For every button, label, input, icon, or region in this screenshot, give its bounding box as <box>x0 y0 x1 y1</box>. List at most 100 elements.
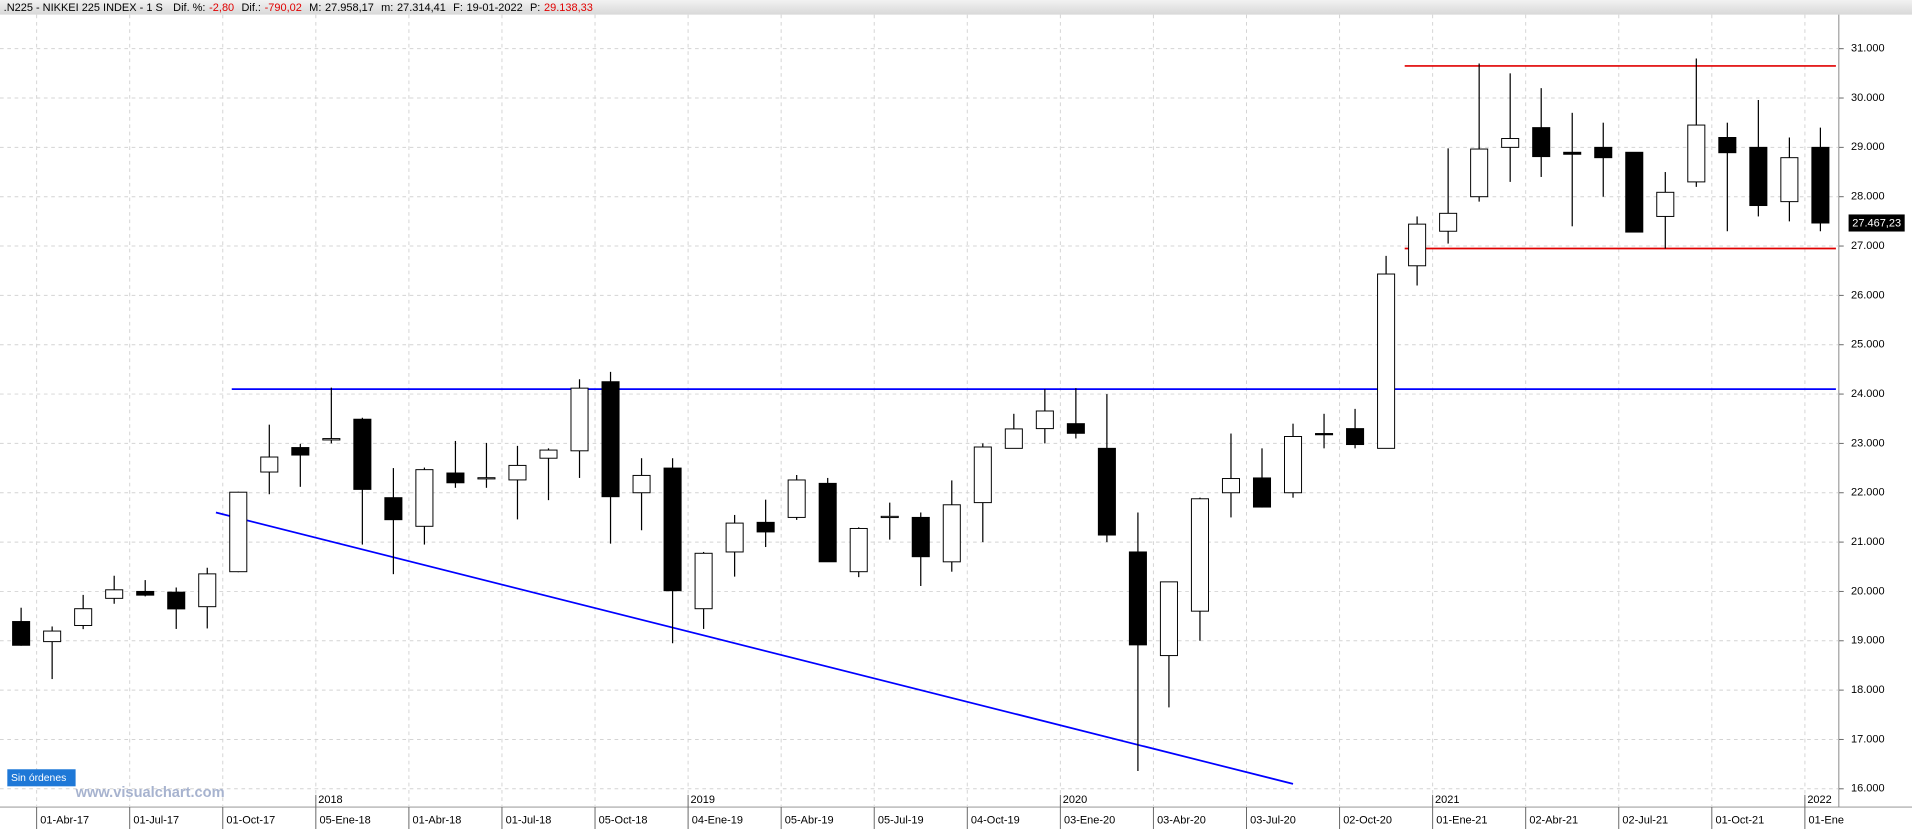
candle-body <box>353 418 372 490</box>
y-tick-label: 19.000 <box>1851 635 1885 647</box>
candle-body <box>1625 151 1644 233</box>
annotations <box>215 65 1836 785</box>
candle-body <box>632 474 651 494</box>
candle-body <box>1159 581 1178 657</box>
field-label: Dif.: <box>241 2 261 14</box>
x-tick-label: 05-Jul-19 <box>878 814 924 826</box>
x-tick-label: 03-Abr-20 <box>1157 814 1206 826</box>
candle-body <box>601 381 620 498</box>
candle-body <box>849 527 868 573</box>
candle-body <box>973 446 992 504</box>
candle-body <box>1221 478 1240 494</box>
candle-body <box>880 515 899 519</box>
x-tick-label: 04-Ene-19 <box>692 814 743 826</box>
x-tick-label: 02-Oct-20 <box>1343 814 1392 826</box>
candle-body <box>1532 127 1551 158</box>
year-label: 2021 <box>1435 794 1459 806</box>
field-value: -790,02 <box>265 2 302 14</box>
candle-body <box>570 387 589 452</box>
candle-body <box>1656 191 1675 217</box>
field-value: -2,80 <box>209 2 234 14</box>
candle-body <box>198 573 217 608</box>
y-tick-label: 16.000 <box>1851 783 1885 795</box>
candle-body <box>1501 138 1520 148</box>
x-tick-label: 03-Ene-20 <box>1064 814 1115 826</box>
grid <box>0 14 1839 808</box>
x-tick-label: 01-Jul-17 <box>133 814 179 826</box>
candle-body <box>384 497 403 521</box>
y-tick-label: 23.000 <box>1851 437 1885 449</box>
candle-body <box>1284 436 1303 494</box>
y-tick-label: 18.000 <box>1851 684 1885 696</box>
candle-body <box>539 449 558 459</box>
x-tick-label: 01-Ene-21 <box>1436 814 1487 826</box>
candle-body <box>477 477 496 480</box>
candle-body <box>1190 498 1209 612</box>
candle-body <box>725 522 744 553</box>
candle-body <box>1097 447 1116 536</box>
x-tick-label: 01-Abr-18 <box>413 814 462 826</box>
y-tick-label: 31.000 <box>1851 43 1885 55</box>
candle-body <box>1470 148 1489 198</box>
candle-body <box>1066 423 1085 434</box>
year-label: 2018 <box>318 794 342 806</box>
candle-body <box>508 464 527 481</box>
x-tick-label: 04-Oct-19 <box>971 814 1020 826</box>
y-tick-label: 26.000 <box>1851 289 1885 301</box>
candle-body <box>74 608 93 626</box>
symbol: .N225 - NIKKEI 225 INDEX - 1 S <box>4 2 163 14</box>
candle-body <box>1811 146 1830 224</box>
x-tick-label: 01-Ene <box>1809 814 1844 826</box>
y-tick-label: 25.000 <box>1851 339 1885 351</box>
field-label: M: <box>309 2 321 14</box>
candle-body <box>1408 223 1427 267</box>
candle-body <box>1780 157 1799 203</box>
candle-body <box>694 552 713 610</box>
y-tick-label: 24.000 <box>1851 388 1885 400</box>
x-tick-label: 03-Jul-20 <box>1250 814 1296 826</box>
candle-body <box>415 469 434 527</box>
orders-button[interactable] <box>7 769 76 787</box>
x-tick-label: 02-Jul-21 <box>1622 814 1668 826</box>
candle-body <box>12 621 31 646</box>
candle-body <box>1687 124 1706 183</box>
orders-button-label[interactable]: Sin órdenes <box>11 773 66 784</box>
year-label: 2020 <box>1063 794 1087 806</box>
candle-body <box>1315 433 1334 436</box>
year-label: 2019 <box>691 794 715 806</box>
candle-body <box>1035 410 1054 430</box>
field-label: Dif. %: <box>173 2 205 14</box>
candle-body <box>136 590 155 596</box>
header: .N225 - NIKKEI 225 INDEX - 1 S Dif. %: -2… <box>4 2 593 14</box>
candle-body <box>43 630 62 643</box>
y-tick-label: 21.000 <box>1851 536 1885 548</box>
candle-body <box>260 456 279 473</box>
x-tick-label: 02-Abr-21 <box>1529 814 1578 826</box>
candles <box>12 58 1830 772</box>
axes: 16.000 17.000 18.000 19.000 20.000 21.000 22.0… <box>36 43 1905 829</box>
x-tick-label: 01-Oct-17 <box>226 814 275 826</box>
candle-body <box>105 589 124 599</box>
x-tick-label: 05-Abr-19 <box>785 814 834 826</box>
candle-body <box>229 491 248 573</box>
candle-body <box>942 504 961 563</box>
header-bar <box>0 0 1912 15</box>
last-price-box <box>1848 214 1905 232</box>
candle-body <box>446 472 465 484</box>
candle-body <box>818 482 837 563</box>
candle-body <box>1128 551 1147 646</box>
candle-body <box>1749 146 1768 207</box>
candle-body <box>1563 151 1582 155</box>
field-label: m: <box>381 2 393 14</box>
field-label: P: <box>530 2 540 14</box>
candle-body <box>322 438 341 441</box>
x-tick-label: 01-Abr-17 <box>40 814 89 826</box>
trend-line <box>215 511 1294 785</box>
y-tick-label: 17.000 <box>1851 733 1885 745</box>
candle-body <box>1377 273 1396 449</box>
year-label: 2022 <box>1807 794 1831 806</box>
x-tick-label: 05-Ene-18 <box>319 814 370 826</box>
